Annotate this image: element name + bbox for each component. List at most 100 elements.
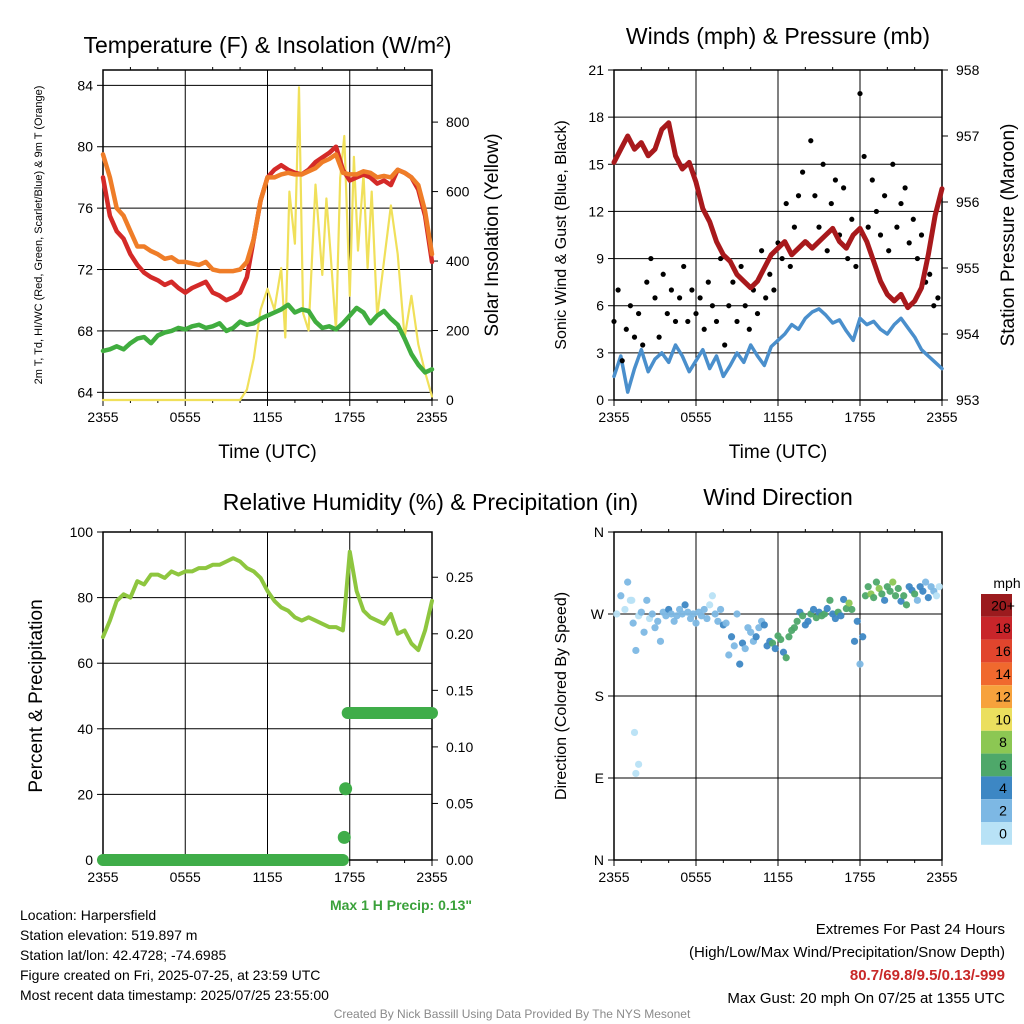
extremes-title: Extremes For Past 24 Hours (815, 921, 1005, 938)
y-right-tick-label: 600 (446, 184, 470, 200)
direction-point (900, 592, 908, 600)
station-info: Location: Harpersfield Station elevation… (20, 905, 329, 1005)
direction-point (632, 769, 640, 778)
gust-point (722, 342, 728, 348)
plot-frame (613, 531, 943, 861)
colorbar-label: 20+ (991, 597, 1015, 613)
x-tick-label: 1155 (763, 409, 793, 425)
series-line-temp-3 (101, 86, 434, 402)
colorbar-label: 6 (999, 757, 1007, 773)
colorbar-label: 8 (999, 734, 1007, 750)
direction-point (656, 637, 665, 645)
y-right-tick-label: 0 (446, 392, 454, 408)
direction-point (613, 610, 621, 618)
direction-point (733, 610, 741, 618)
gust-point (636, 310, 642, 317)
recent-text: Most recent data timestamp: 2025/07/25 2… (20, 987, 329, 1003)
direction-point (681, 601, 689, 609)
direction-point (894, 584, 902, 593)
colorbar-swatch (981, 730, 1012, 754)
x-axis-title-temperature: Time (UTC) (218, 442, 317, 463)
y-tick-label: 21 (588, 62, 604, 78)
direction-point (643, 596, 651, 604)
gust-point (890, 161, 896, 167)
gust-point (648, 255, 654, 262)
x-axis-title-winds: Time (UTC) (729, 442, 828, 463)
direction-point (881, 596, 889, 604)
x-tick-label: 2355 (926, 869, 957, 885)
direction-point (889, 578, 897, 586)
direction-point (635, 760, 643, 768)
direction-point (741, 645, 749, 653)
direction-point (872, 578, 881, 586)
y-tick-label: 60 (77, 655, 93, 671)
gust-point (771, 287, 777, 293)
x-tick-label: 2355 (87, 409, 118, 425)
gust-point (709, 303, 716, 309)
y-right-tick-label: 800 (446, 114, 470, 130)
direction-point (911, 590, 919, 598)
direction-point (760, 621, 768, 629)
gust-point (656, 334, 662, 340)
x-tick-label: 1155 (252, 869, 282, 885)
y-tick-label: 20 (77, 786, 93, 802)
direction-point (913, 596, 922, 604)
direction-point (722, 619, 730, 627)
direction-point (886, 587, 894, 595)
y-tick-label: N (594, 524, 604, 540)
y-tick-label: 72 (77, 262, 93, 278)
direction-point (864, 583, 872, 591)
gust-point (677, 295, 683, 301)
gust-point (738, 263, 744, 270)
gust-point (623, 326, 629, 332)
x-tick-label: 1755 (844, 409, 875, 425)
colorbar-swatch (981, 639, 1012, 663)
gust-point (705, 279, 711, 285)
x-tick-label: 1755 (334, 409, 365, 425)
gust-point (767, 271, 773, 277)
gust-point (869, 177, 875, 183)
colorbar-label: 14 (995, 666, 1011, 682)
direction-point (629, 619, 637, 627)
gust-point (611, 318, 617, 325)
y-tick-label: 40 (77, 721, 93, 737)
direction-point (630, 728, 639, 737)
gust-point (808, 138, 814, 144)
y-right-tick-label: 957 (956, 128, 980, 144)
gust-point (734, 318, 740, 325)
direction-point (891, 592, 900, 600)
y-tick-label: 100 (70, 524, 94, 540)
direction-point (785, 633, 793, 641)
x-tick-label: 0555 (170, 869, 201, 885)
y-tick-label: 80 (77, 590, 93, 606)
direction-point (727, 633, 736, 641)
x-tick-label: 0555 (170, 409, 201, 425)
extremes-info: Extremes For Past 24 Hours (High/Low/Max… (689, 918, 1005, 1010)
precip-point (337, 830, 351, 844)
direction-point (621, 605, 629, 614)
y-tick-label: 68 (77, 323, 93, 339)
gust-point (857, 90, 863, 97)
colorbar-title: mph (993, 575, 1020, 591)
gust-point (619, 358, 625, 364)
x-tick-label: 2355 (598, 409, 629, 425)
gust-point (877, 232, 884, 238)
gust-point (824, 248, 830, 254)
gust-point (668, 287, 675, 293)
colorbar-swatch (981, 799, 1012, 822)
direction-point (932, 592, 941, 600)
direction-point (654, 617, 662, 625)
colorbar-swatch (981, 662, 1012, 686)
direction-point (793, 617, 801, 625)
direction-point (703, 614, 711, 623)
direction-point (840, 595, 848, 604)
direction-point (861, 592, 870, 600)
direction-point (856, 660, 864, 668)
gust-point (726, 303, 732, 309)
colorbar-swatch (981, 616, 1012, 640)
gust-point (701, 326, 707, 332)
direction-point (812, 614, 820, 622)
x-tick-label: 0555 (680, 869, 711, 885)
direction-point (697, 612, 706, 620)
